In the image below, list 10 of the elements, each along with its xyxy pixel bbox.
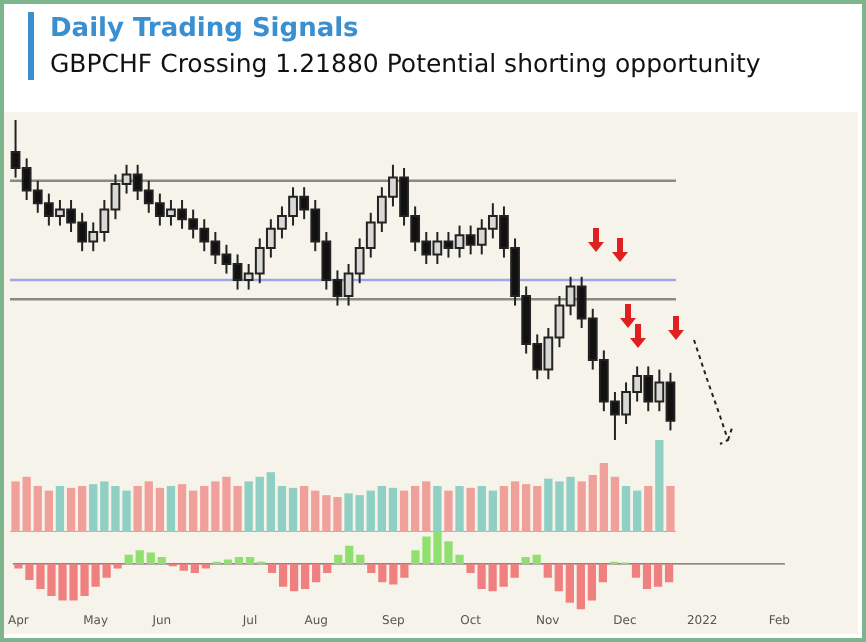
bar	[444, 490, 453, 532]
bar	[655, 440, 664, 532]
bar	[166, 486, 176, 532]
bar	[55, 486, 65, 532]
bar	[466, 487, 475, 532]
bar	[644, 486, 653, 532]
bar	[455, 486, 464, 532]
chart-subtitle: GBPCHF Crossing 1.21880 Potential shorting opportunity	[50, 46, 761, 80]
bar	[666, 486, 675, 532]
chart-title: Daily Trading Signals	[50, 12, 361, 46]
